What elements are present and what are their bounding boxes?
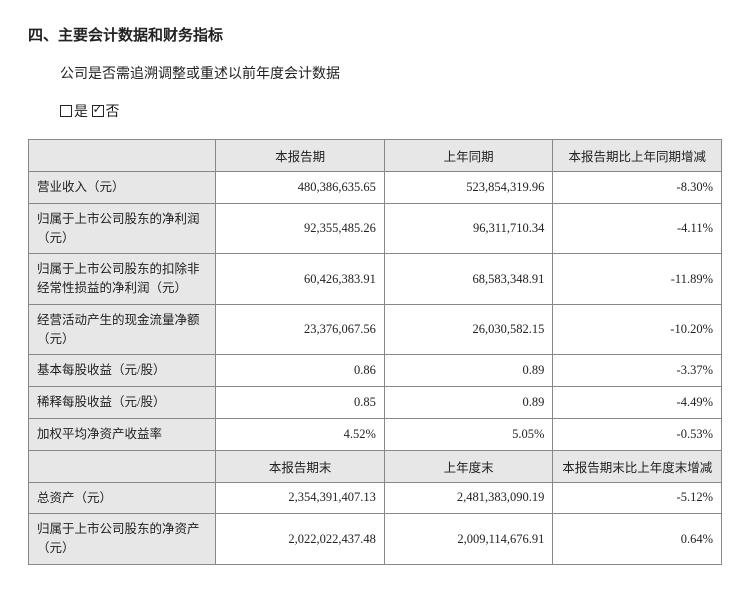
cell-value: -0.53% (553, 418, 722, 450)
section-title: 四、主要会计数据和财务指标 (28, 24, 722, 45)
table-row: 营业收入（元）480,386,635.65523,854,319.96-8.30… (29, 172, 722, 204)
financial-table: 本报告期上年同期本报告期比上年同期增减营业收入（元）480,386,635.65… (28, 139, 722, 565)
col-header-blank (29, 450, 216, 482)
cell-value: 0.64% (553, 514, 722, 565)
cell-value: 0.86 (216, 355, 385, 387)
col-header: 上年度末 (384, 450, 553, 482)
col-header: 本报告期 (216, 140, 385, 172)
cell-value: -5.12% (553, 482, 722, 514)
table-row: 归属于上市公司股东的扣除非经常性损益的净利润（元）60,426,383.9168… (29, 254, 722, 305)
table-row: 经营活动产生的现金流量净额（元）23,376,067.5626,030,582.… (29, 304, 722, 355)
cell-value: -4.11% (553, 203, 722, 254)
table-row: 稀释每股收益（元/股）0.850.89-4.49% (29, 387, 722, 419)
checkbox-row: 是 否 (60, 101, 722, 121)
cell-value: -10.20% (553, 304, 722, 355)
cell-value: 5.05% (384, 418, 553, 450)
row-label: 稀释每股收益（元/股） (29, 387, 216, 419)
cell-value: -8.30% (553, 172, 722, 204)
col-header-blank (29, 140, 216, 172)
table-row: 归属于上市公司股东的净利润（元）92,355,485.2696,311,710.… (29, 203, 722, 254)
cell-value: 68,583,348.91 (384, 254, 553, 305)
row-label: 总资产（元） (29, 482, 216, 514)
row-label: 经营活动产生的现金流量净额（元） (29, 304, 216, 355)
cell-value: 92,355,485.26 (216, 203, 385, 254)
checkbox-no (92, 105, 104, 117)
cell-value: 60,426,383.91 (216, 254, 385, 305)
checkbox-no-label: 否 (106, 105, 120, 120)
cell-value: 523,854,319.96 (384, 172, 553, 204)
cell-value: 2,354,391,407.13 (216, 482, 385, 514)
cell-value: 0.85 (216, 387, 385, 419)
row-label: 归属于上市公司股东的净利润（元） (29, 203, 216, 254)
checkbox-yes-label: 是 (74, 105, 88, 120)
row-label: 归属于上市公司股东的净资产（元） (29, 514, 216, 565)
cell-value: 2,022,022,437.48 (216, 514, 385, 565)
col-header: 上年同期 (384, 140, 553, 172)
row-label: 归属于上市公司股东的扣除非经常性损益的净利润（元） (29, 254, 216, 305)
table-row: 基本每股收益（元/股）0.860.89-3.37% (29, 355, 722, 387)
subtitle-text: 公司是否需追溯调整或重述以前年度会计数据 (60, 63, 722, 83)
cell-value: 96,311,710.34 (384, 203, 553, 254)
table-row: 归属于上市公司股东的净资产（元）2,022,022,437.482,009,11… (29, 514, 722, 565)
table-row: 加权平均净资产收益率4.52%5.05%-0.53% (29, 418, 722, 450)
row-label: 加权平均净资产收益率 (29, 418, 216, 450)
cell-value: 23,376,067.56 (216, 304, 385, 355)
cell-value: -11.89% (553, 254, 722, 305)
cell-value: -4.49% (553, 387, 722, 419)
cell-value: 480,386,635.65 (216, 172, 385, 204)
cell-value: 0.89 (384, 387, 553, 419)
col-header: 本报告期比上年同期增减 (553, 140, 722, 172)
col-header: 本报告期末比上年度末增减 (553, 450, 722, 482)
row-label: 营业收入（元） (29, 172, 216, 204)
checkbox-yes (60, 105, 72, 117)
row-label: 基本每股收益（元/股） (29, 355, 216, 387)
cell-value: 2,481,383,090.19 (384, 482, 553, 514)
cell-value: 2,009,114,676.91 (384, 514, 553, 565)
table-row: 总资产（元）2,354,391,407.132,481,383,090.19-5… (29, 482, 722, 514)
col-header: 本报告期末 (216, 450, 385, 482)
cell-value: 26,030,582.15 (384, 304, 553, 355)
cell-value: 4.52% (216, 418, 385, 450)
cell-value: 0.89 (384, 355, 553, 387)
cell-value: -3.37% (553, 355, 722, 387)
